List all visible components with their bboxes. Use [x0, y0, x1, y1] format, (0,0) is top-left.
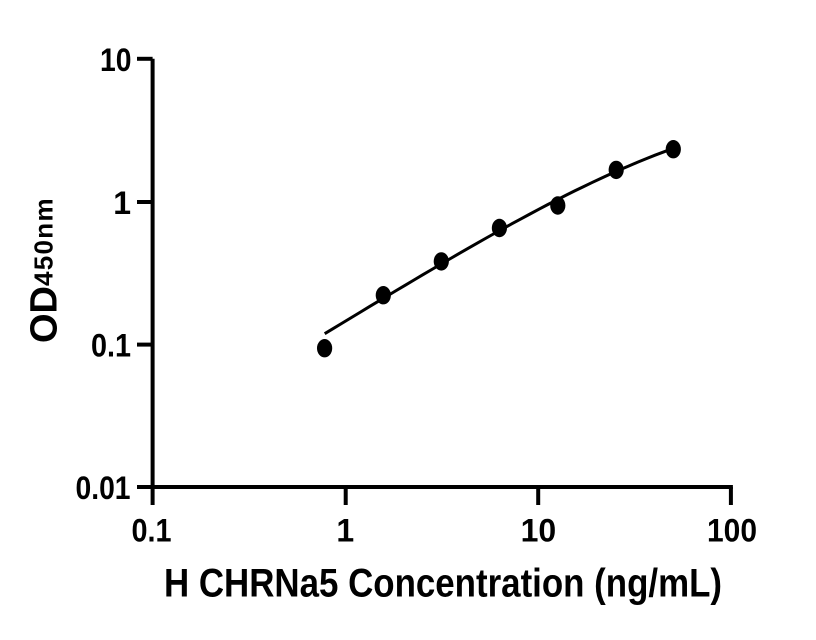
svg-text:0.01: 0.01 — [76, 470, 131, 506]
svg-text:1: 1 — [336, 513, 354, 549]
svg-text:1: 1 — [113, 185, 131, 221]
svg-text:0.1: 0.1 — [91, 328, 131, 364]
svg-text:10: 10 — [521, 513, 557, 549]
svg-text:10: 10 — [100, 42, 132, 78]
svg-text:100: 100 — [707, 513, 757, 549]
svg-text:H CHRNa5 Concentration (ng/mL): H CHRNa5 Concentration (ng/mL) — [164, 562, 722, 606]
svg-text:0.1: 0.1 — [132, 513, 172, 549]
